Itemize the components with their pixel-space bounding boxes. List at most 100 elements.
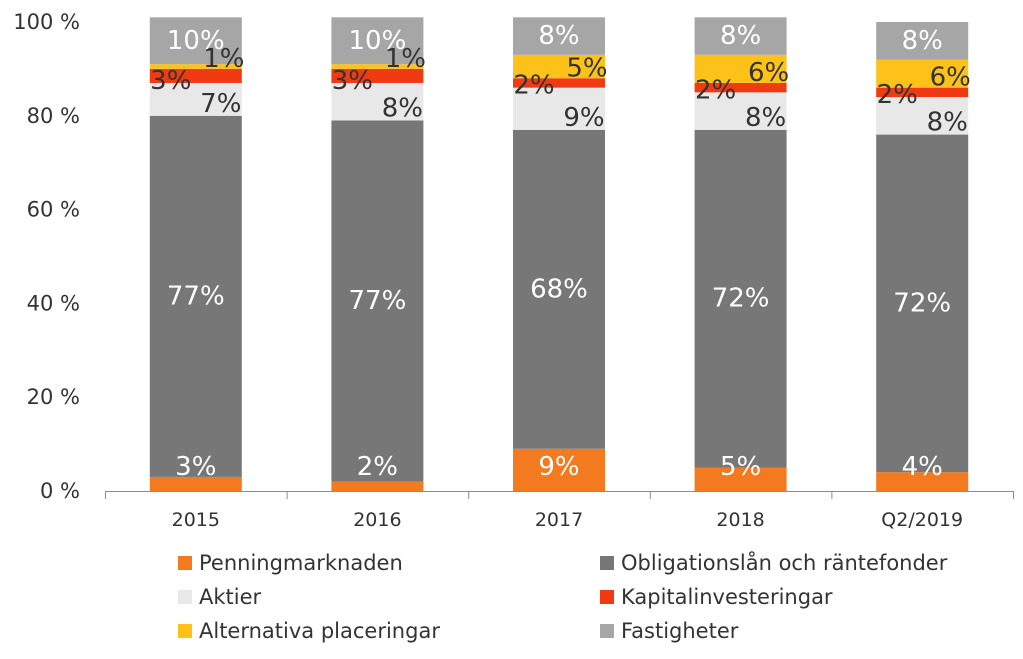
data-label-obligationsl-n-och-r-ntefonder: 68% (530, 274, 588, 304)
data-label-kapitalinvesteringar: 2% (877, 80, 918, 110)
y-tick-label: 0 % (40, 479, 80, 503)
legend-swatch (178, 590, 192, 604)
y-tick-label: 80 % (27, 104, 80, 128)
data-label-aktier: 8% (382, 93, 423, 123)
data-label-penningmarknaden: 4% (902, 452, 943, 482)
data-label-alternativa-placeringar: 6% (930, 63, 971, 93)
x-tick-label: 2018 (716, 509, 764, 531)
legend-swatch (600, 590, 614, 604)
data-label-penningmarknaden: 5% (720, 452, 761, 482)
y-axis: 0 % 20 % 40 % 60 % 80 % 100 % (13, 10, 80, 503)
legend-label: Fastigheter (621, 619, 739, 643)
bar-segment-fastigheter (331, 17, 424, 65)
legend-item-penningmarknaden: Penningmarknaden (178, 551, 403, 575)
legend-label: Alternativa placeringar (199, 619, 440, 643)
bar-labels-2018: 5% 72% 8% 2% 6% 8% (695, 21, 789, 482)
x-tick-label: 2017 (535, 509, 583, 531)
bar-segment-alternativa-placeringar (513, 54, 605, 79)
data-label-penningmarknaden: 9% (538, 452, 579, 482)
legend-item-kapitalinvesteringar: Kapitalinvesteringar (600, 585, 833, 609)
data-label-aktier: 8% (927, 108, 968, 138)
legend-item-aktier: Aktier (178, 585, 262, 609)
data-label-alternativa-placeringar: 5% (566, 53, 607, 83)
y-tick-label: 40 % (27, 291, 80, 315)
bar-segment-obligationsl-n-och-r-ntefonder (694, 129, 787, 468)
data-label-obligationsl-n-och-r-ntefonder: 77% (349, 286, 407, 316)
bar-stack-2015 (149, 17, 242, 491)
data-label-kapitalinvesteringar: 3% (332, 66, 373, 96)
bar-segment-alternativa-placeringar (876, 59, 969, 88)
bar-segment-penningmarknaden (149, 476, 242, 491)
bar-segment-obligationsl-n-och-r-ntefonder (513, 129, 605, 449)
x-tick-label: 2016 (353, 509, 401, 531)
y-tick-label: 20 % (27, 385, 80, 409)
bar-segment-aktier (876, 97, 969, 135)
legend-item-alternativa-placeringar: Alternativa placeringar (178, 619, 440, 643)
bar-segment-kapitalinvesteringar (876, 87, 969, 98)
bar-segment-aktier (149, 82, 242, 116)
legend-item-fastigheter: Fastigheter (600, 619, 739, 643)
bar-segment-fastigheter (513, 17, 605, 55)
data-label-obligationsl-n-och-r-ntefonder: 77% (167, 281, 225, 311)
data-label-kapitalinvesteringar: 2% (695, 75, 736, 105)
bar-segment-penningmarknaden (694, 467, 787, 491)
bar-stack-2017 (513, 17, 605, 491)
data-label-aktier: 7% (200, 89, 241, 119)
legend-swatch (178, 556, 192, 570)
bar-segment-alternativa-placeringar (694, 54, 787, 83)
bar-segment-penningmarknaden (331, 481, 424, 491)
bar-segment-penningmarknaden (513, 448, 605, 491)
data-label-penningmarknaden: 3% (175, 452, 216, 482)
data-label-penningmarknaden: 2% (357, 452, 398, 482)
data-label-obligationsl-n-och-r-ntefonder: 72% (712, 284, 770, 314)
data-label-fastigheter: 10% (349, 26, 407, 56)
data-label-obligationsl-n-och-r-ntefonder: 72% (893, 288, 951, 318)
y-tick-label: 60 % (27, 198, 80, 222)
bar-segment-obligationsl-n-och-r-ntefonder (149, 115, 242, 477)
bar-segment-aktier (513, 87, 605, 130)
data-label-aktier: 8% (745, 103, 786, 133)
data-label-fastigheter: 8% (902, 26, 943, 56)
bar-segment-penningmarknaden (876, 472, 969, 491)
bar-stack-2016 (331, 17, 424, 491)
legend-swatch (600, 624, 614, 638)
bar-labels-q2-2019: 4% 72% 8% 2% 6% 8% (877, 26, 971, 482)
data-label-alternativa-placeringar: 1% (385, 44, 426, 74)
bar-segment-fastigheter (694, 17, 787, 55)
bars: 3%77%7%3%1%10%2%77%8%3%1%10%9%68%9%2%5%8… (149, 17, 971, 491)
bar-segment-obligationsl-n-och-r-ntefonder (331, 120, 424, 482)
bar-segment-alternativa-placeringar (331, 64, 424, 69)
data-label-aktier: 9% (563, 103, 604, 133)
y-tick-label: 100 % (13, 10, 80, 34)
legend-label: Obligationslån och räntefonder (621, 550, 948, 575)
x-tick-label: 2015 (172, 509, 220, 531)
bar-labels-2016: 2% 77% 8% 3% 1%10% (332, 26, 426, 482)
bar-segment-fastigheter (876, 22, 969, 60)
legend-swatch (178, 624, 192, 638)
data-label-alternativa-placeringar: 6% (748, 58, 789, 88)
bar-stack-q2-2019 (876, 22, 969, 491)
data-label-alternativa-placeringar: 1% (203, 44, 244, 74)
legend-label: Kapitalinvesteringar (621, 585, 833, 609)
bar-segment-aktier (331, 82, 424, 121)
bar-segment-kapitalinvesteringar (513, 78, 605, 88)
legend-swatch (600, 556, 614, 570)
bar-segment-alternativa-placeringar (149, 64, 242, 69)
bar-stack-2018 (694, 17, 787, 491)
legend-label: Aktier (199, 585, 262, 609)
bar-labels-2015: 3% 77% 7% 3% 1%10% (150, 26, 244, 482)
legend: Penningmarknaden Aktier Alternativa placer… (178, 550, 948, 643)
x-axis: 2015 2016 2017 2018 Q2/2019 (105, 491, 1014, 531)
legend-item-obligationsl-n-och-r-ntefonder: Obligationslån och räntefonder (600, 550, 948, 575)
bar-segment-obligationsl-n-och-r-ntefonder (876, 134, 969, 473)
bar-segment-aktier (694, 92, 787, 130)
bar-segment-fastigheter (149, 17, 242, 65)
bar-segment-kapitalinvesteringar (149, 68, 242, 83)
legend-label: Penningmarknaden (199, 551, 403, 575)
data-label-kapitalinvesteringar: 3% (150, 66, 191, 96)
bar-segment-kapitalinvesteringar (694, 82, 787, 93)
data-label-fastigheter: 10% (167, 26, 225, 56)
bar-labels-2017: 9% 68% 9% 2% 5%8% (513, 21, 607, 482)
data-label-kapitalinvesteringar: 2% (513, 71, 554, 101)
